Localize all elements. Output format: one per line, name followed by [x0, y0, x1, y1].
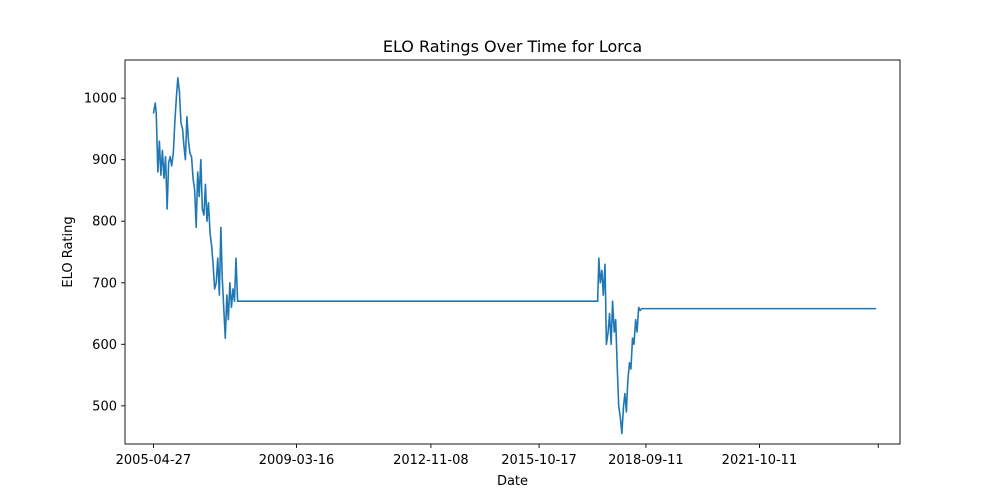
x-tick-label: 2012-11-08	[393, 453, 469, 468]
y-tick-label: 700	[92, 276, 117, 291]
y-tick-label: 1000	[84, 92, 117, 107]
y-tick-label: 500	[92, 399, 117, 414]
x-tick-label: 2021-10-11	[722, 453, 798, 468]
y-axis-label: ELO Rating	[61, 216, 76, 287]
x-axis: 2005-04-27 2009-03-16 2012-11-08 2015-10-17…	[116, 444, 879, 468]
x-tick-label: 2015-10-17	[501, 453, 577, 468]
y-tick-label: 900	[92, 153, 117, 168]
plot-area	[152, 77, 877, 435]
x-tick-label: 2005-04-27	[116, 453, 192, 468]
x-tick-label: 2018-09-11	[608, 453, 684, 468]
x-tick-label: 2009-03-16	[259, 453, 335, 468]
y-tick-label: 600	[92, 338, 117, 353]
axes-frame	[124, 59, 901, 445]
elo-rating-series-line	[152, 77, 877, 435]
chart-title: ELO Ratings Over Time for Lorca	[383, 37, 642, 56]
y-axis: 500 600 700 800 900 1000	[84, 92, 125, 414]
y-tick-label: 800	[92, 215, 117, 230]
x-axis-label: Date	[497, 474, 528, 489]
